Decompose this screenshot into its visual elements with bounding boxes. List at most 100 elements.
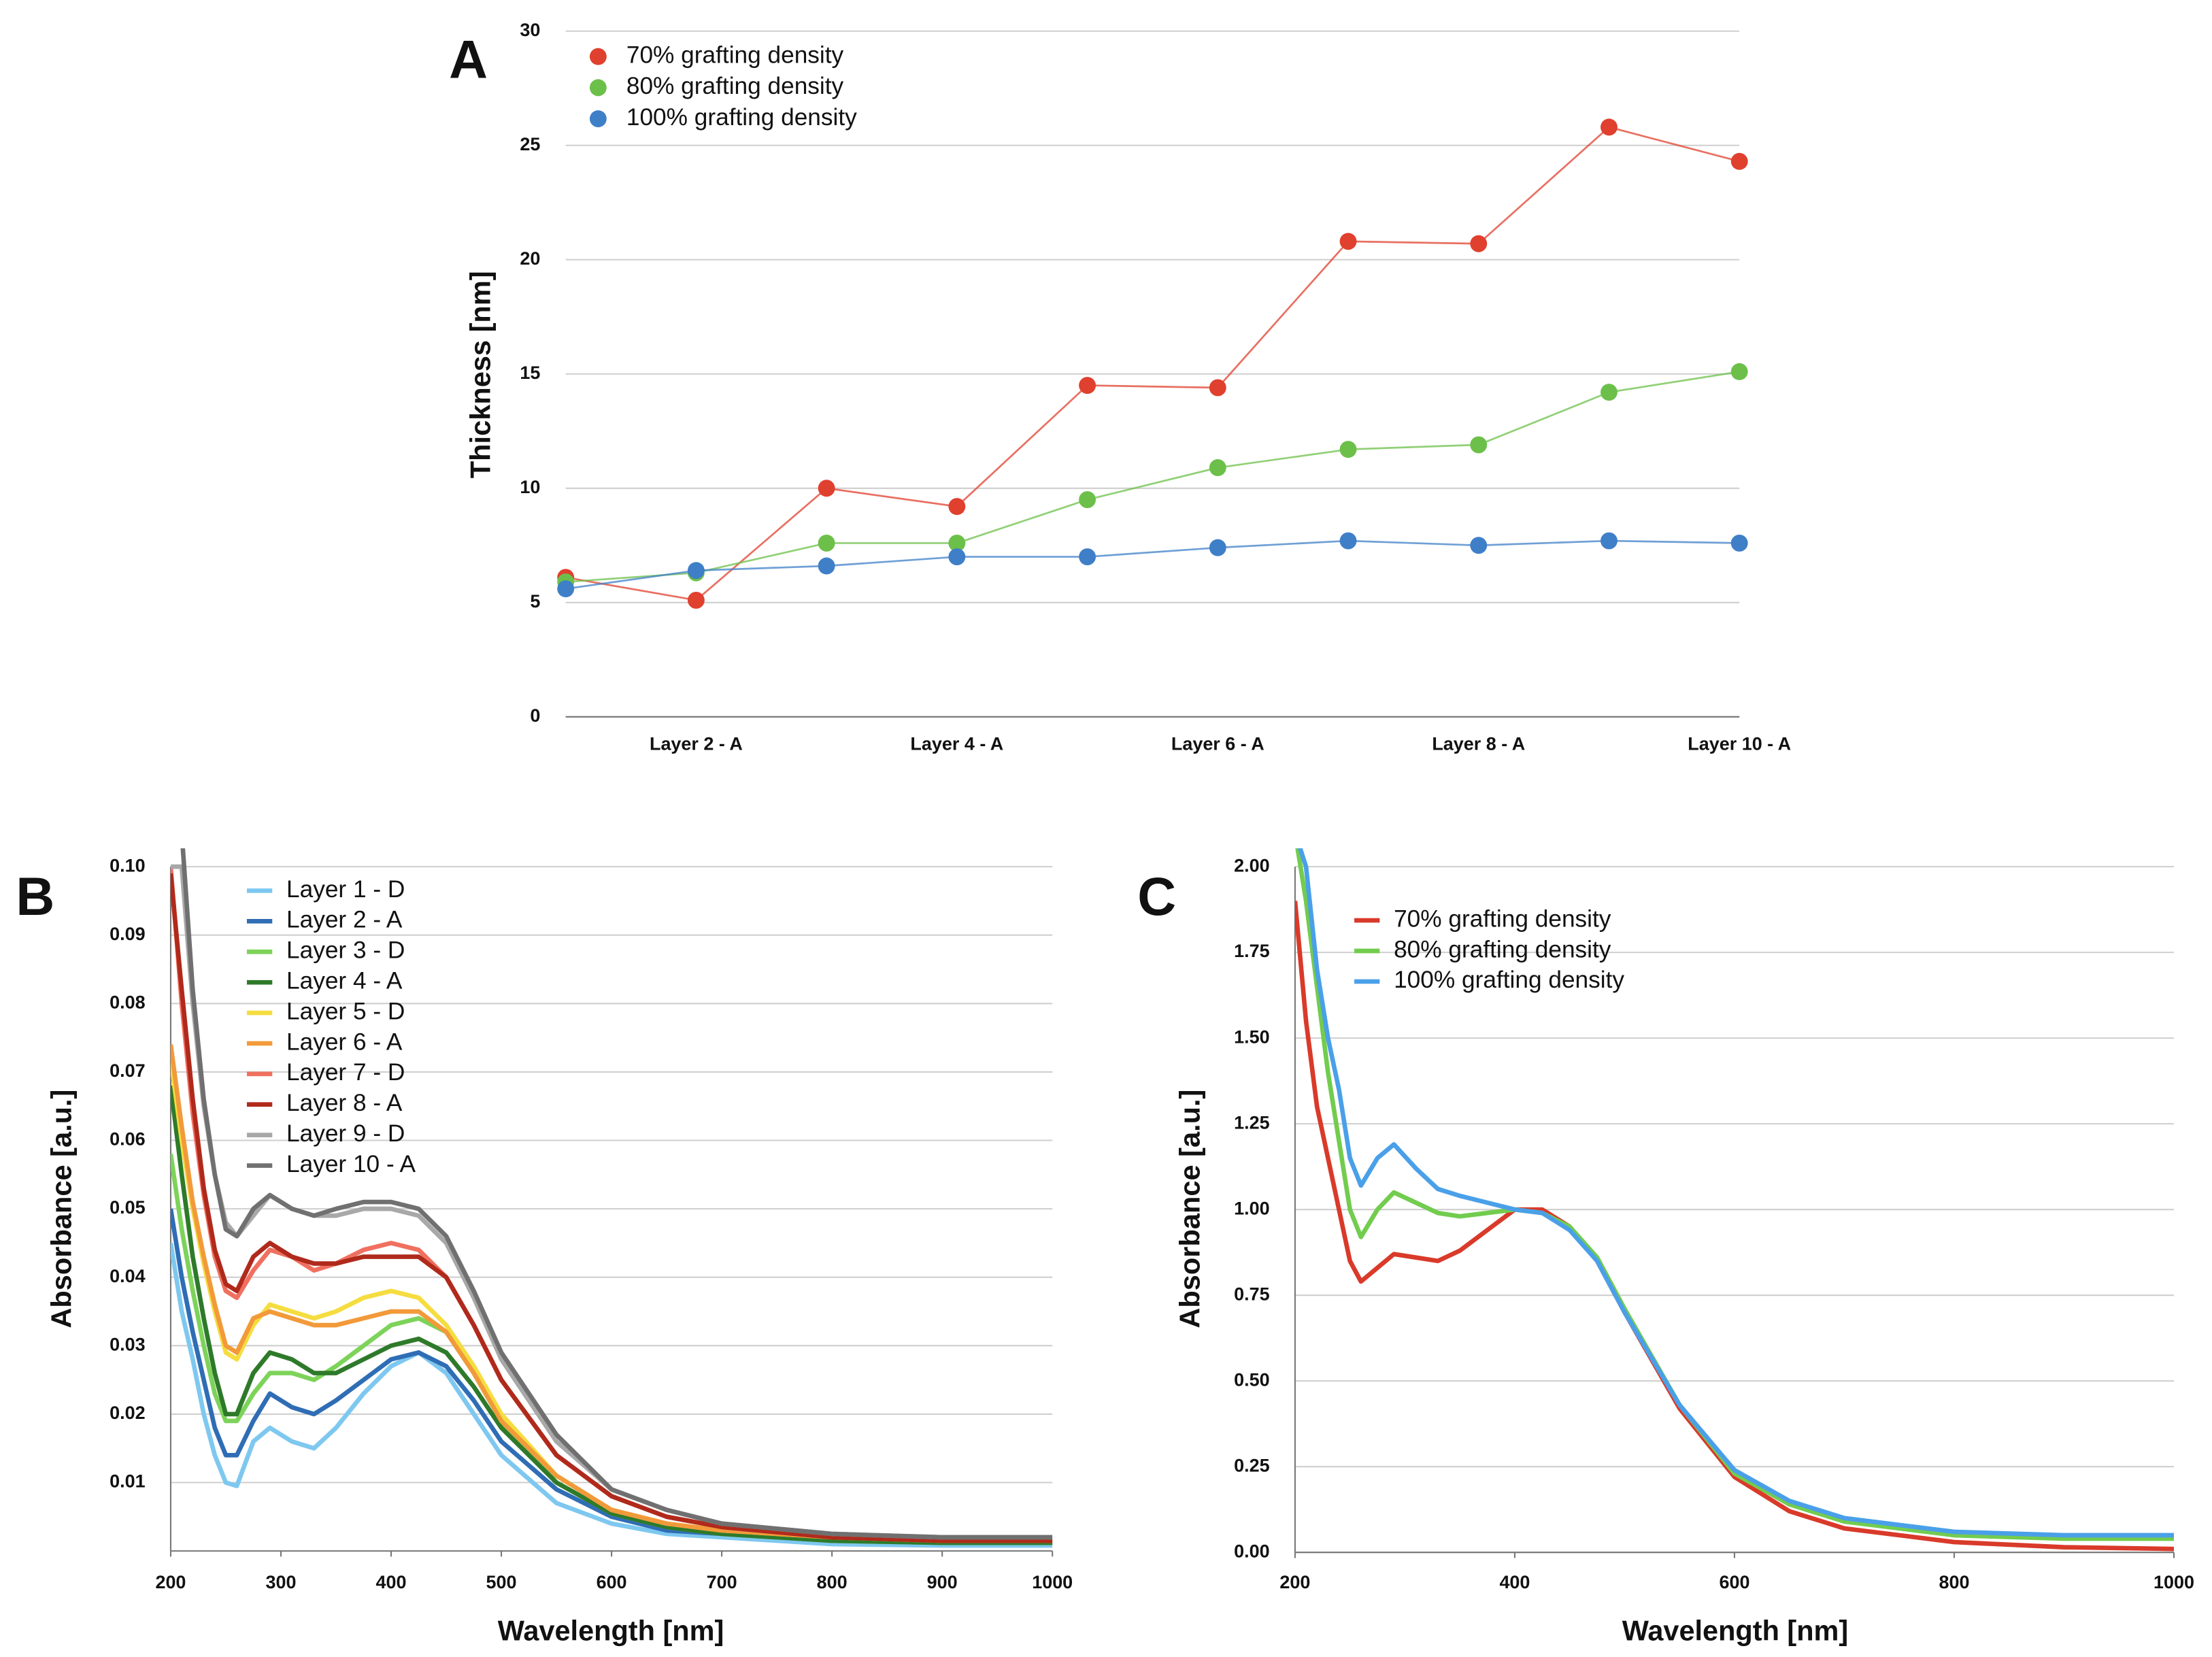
y-tick-label: 2.00 [1234,855,1269,875]
series-line [565,126,1740,601]
x-tick-label: Layer 4 - A [910,733,1003,754]
legend-marker [589,48,607,65]
y-tick-label: 0.04 [110,1266,145,1286]
x-tick-label: 400 [376,1572,407,1592]
y-tick-label: 30 [520,20,540,40]
legend-label: Layer 6 - A [286,1028,403,1055]
data-point [1470,235,1488,252]
y-axis-title: Thickness [nm] [464,271,496,478]
data-point [1209,459,1226,477]
legend-label: Layer 2 - A [286,907,403,933]
series-line [180,848,1053,1540]
plot-area [1294,848,2175,1552]
y-tick-label: 1.75 [1234,941,1269,961]
series-line [170,1242,1053,1548]
legend-label: Layer 8 - A [286,1090,403,1116]
series-line [170,873,1053,1543]
plot-area [557,118,1748,609]
data-point [948,498,966,516]
legend-label: Layer 4 - A [286,967,403,994]
panel-label: A [449,29,488,89]
y-tick-label: 1.25 [1234,1112,1269,1133]
series-line [170,1044,1053,1541]
series-line [1297,848,2175,1538]
legend-label: 80% grafting density [626,73,844,99]
y-tick-label: 1.50 [1234,1026,1269,1047]
data-point [1601,384,1618,401]
y-tick-label: 0 [530,705,540,726]
x-tick-label: 500 [486,1572,517,1592]
legend-label: 100% grafting density [626,104,857,131]
data-point [1079,548,1096,566]
x-tick-label: 200 [1279,1572,1310,1592]
x-tick-label: Layer 6 - A [1171,733,1264,754]
legend-label: 70% grafting density [626,41,844,68]
y-tick-label: 1.00 [1234,1198,1269,1218]
y-tick-label: 25 [520,134,540,154]
data-point [1339,532,1357,550]
data-point [948,534,966,552]
x-tick-label: 400 [1499,1572,1530,1592]
data-point [818,557,835,575]
data-point [1730,152,1748,170]
data-point [1730,534,1748,552]
legend-label: 100% grafting density [1394,967,1624,993]
y-tick-label: 0.03 [110,1334,145,1354]
data-point [1209,379,1226,397]
legend-marker [589,79,607,97]
data-point [1470,436,1488,454]
x-tick-label: 700 [707,1572,737,1592]
legend-label: Layer 1 - D [286,876,405,903]
x-tick-label: 900 [927,1572,958,1592]
data-point [818,480,835,497]
panel-label: C [1137,867,1176,926]
x-tick-label: 200 [155,1572,186,1592]
plot-area [170,848,1053,1548]
x-tick-label: Layer 2 - A [650,733,743,754]
y-tick-label: 5 [530,591,540,612]
data-point [1601,532,1618,550]
y-tick-label: 0.06 [110,1129,145,1150]
y-tick-label: 0.05 [110,1197,145,1218]
legend-label: Layer 9 - D [286,1120,405,1147]
y-tick-label: 0.75 [1234,1284,1269,1304]
x-tick-label: 600 [1719,1572,1749,1592]
panel-label: B [16,867,54,926]
data-point [1470,537,1488,554]
x-tick-label: 600 [597,1572,627,1592]
y-tick-label: 15 [520,363,540,383]
y-tick-label: 0.00 [1234,1541,1269,1561]
series-line [170,1085,1053,1545]
data-point [687,562,705,580]
x-tick-label: 1000 [2154,1572,2194,1592]
y-tick-label: 0.08 [110,992,145,1012]
y-tick-label: 0.01 [110,1471,145,1492]
series-line [565,539,1740,590]
y-tick-label: 0.10 [110,855,145,875]
x-tick-label: 300 [265,1572,296,1592]
legend-label: Layer 3 - D [286,937,405,964]
legend-label: Layer 7 - D [286,1059,405,1086]
data-point [1730,363,1748,380]
x-axis-title: Wavelength [nm] [498,1615,724,1647]
series-line [1294,901,2175,1552]
series-line [565,371,1740,583]
y-axis-title: Absorbance [a.u.] [45,1090,77,1328]
data-point [1339,233,1357,250]
series-line [170,1208,1053,1545]
data-point [1209,539,1226,556]
y-tick-label: 0.07 [110,1060,145,1081]
series-line [1295,848,2175,1541]
y-tick-label: 0.09 [110,924,145,944]
x-tick-label: 1000 [1032,1572,1073,1592]
legend-marker [589,110,607,128]
x-tick-label: Layer 8 - A [1432,733,1525,754]
y-tick-label: 0.02 [110,1403,145,1423]
y-tick-label: 20 [520,248,540,269]
data-point [1079,377,1096,395]
x-axis-title: Wavelength [nm] [1622,1615,1849,1647]
data-point [687,591,705,609]
data-point [818,534,835,552]
